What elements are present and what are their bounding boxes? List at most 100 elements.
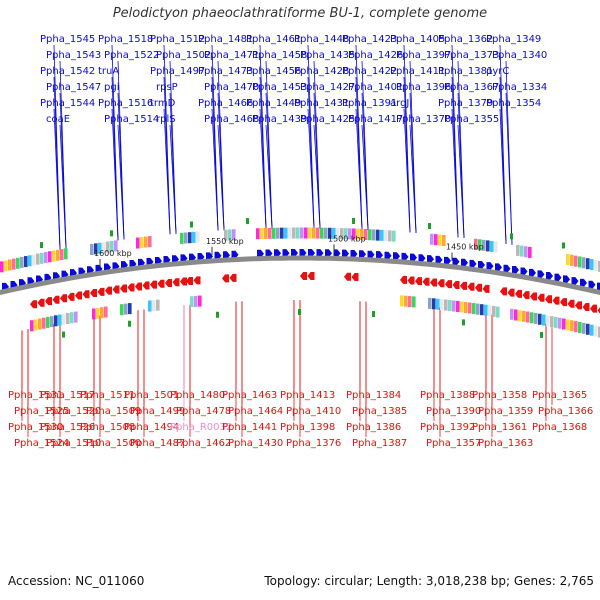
gene-label[interactable]: Ppha_1359 — [478, 406, 533, 417]
gene-label[interactable]: Ppha_1334 — [492, 82, 547, 93]
gene-label[interactable]: Ppha_1361 — [472, 422, 527, 433]
gene-label[interactable]: Ppha_1355 — [444, 114, 499, 125]
gene-label[interactable]: Ppha_1520 — [46, 406, 101, 417]
gene-label[interactable]: Ppha_1509 — [86, 406, 141, 417]
gene-label[interactable]: Ppha_1439 — [252, 114, 307, 125]
reverse-gene-labels[interactable]: Ppha_1531Ppha_1525Ppha_1530Ppha_1524Ppha… — [8, 390, 593, 449]
gene-label[interactable]: Ppha_1396 — [396, 82, 451, 93]
gene-label[interactable]: Ppha_1481 — [198, 34, 253, 45]
gene-label[interactable]: Ppha_1425 — [300, 114, 355, 125]
gene-label[interactable]: Ppha_1494 — [124, 422, 179, 433]
forward-gene-labels[interactable]: Ppha_1545 Ppha_1543 Ppha_1542 Ppha_1547 Ppha… — [40, 34, 547, 125]
gene-label[interactable]: rpsP — [156, 82, 178, 93]
gene-label[interactable]: Ppha_1458 — [252, 50, 307, 61]
gene-label[interactable]: Ppha_1500 — [86, 438, 141, 449]
gene-label[interactable]: Ppha_1468 — [204, 114, 259, 125]
gene-label[interactable]: Ppha_1462 — [176, 438, 231, 449]
gene-label[interactable]: Ppha_1423 — [342, 34, 397, 45]
gene-label[interactable]: Ppha_1411 — [390, 66, 445, 77]
gene-label[interactable]: Ppha_1413 — [280, 390, 335, 401]
gene-label[interactable]: Ppha_1386 — [346, 422, 401, 433]
gene-label[interactable]: Ppha_1487 — [130, 438, 185, 449]
gene-label[interactable]: Ppha_1373 — [444, 50, 499, 61]
gene-label[interactable]: Ppha_1508 — [80, 422, 135, 433]
gene-label[interactable]: Ppha_1426 — [348, 50, 403, 61]
gene-label[interactable]: Ppha_1524 — [14, 438, 69, 449]
gene-label[interactable]: Ppha_1376 — [286, 438, 341, 449]
gene-label[interactable]: Ppha_1526 — [40, 422, 95, 433]
gene-label[interactable]: Ppha_1522 — [104, 50, 159, 61]
gene-label[interactable]: Ppha_1357 — [426, 438, 481, 449]
gene-label[interactable]: Ppha_1362 — [438, 34, 493, 45]
gene-label[interactable]: Ppha_1363 — [478, 438, 533, 449]
gene-label[interactable]: Ppha_1516 — [98, 98, 153, 109]
gene-label[interactable]: Ppha_1463 — [222, 390, 277, 401]
gene-label[interactable]: Ppha_1510 — [46, 438, 101, 449]
gene-label[interactable]: Ppha_1370 — [396, 114, 451, 125]
gene-label[interactable]: Ppha_1517 — [40, 390, 95, 401]
gene-label[interactable]: Ppha_1473 — [198, 66, 253, 77]
gene-label[interactable]: Ppha_1430 — [228, 438, 283, 449]
gene-label[interactable]: Ppha_1518 — [98, 34, 153, 45]
gene-label[interactable]: Ppha_1384 — [346, 390, 401, 401]
gene-label[interactable]: Ppha_1448 — [294, 34, 349, 45]
gene-label[interactable]: Ppha_1427 — [300, 82, 355, 93]
gene-label[interactable]: Ppha_1435 — [300, 50, 355, 61]
gene-label[interactable]: Ppha_1497 — [150, 66, 205, 77]
gene-label[interactable]: Ppha_1453 — [252, 82, 307, 93]
gene-label[interactable]: pgi — [104, 82, 119, 93]
gene-label[interactable]: Ppha_1543 — [46, 50, 101, 61]
gene-label[interactable]: Ppha_1530 — [8, 422, 63, 433]
gene-label[interactable]: Ppha_1461 — [246, 34, 301, 45]
gene-label[interactable]: Ppha_1379 — [438, 98, 493, 109]
gene-label[interactable]: truA — [98, 66, 119, 77]
gene-label[interactable]: Ppha_1349 — [486, 34, 541, 45]
gene-label[interactable]: trmD — [150, 98, 176, 109]
gene-label[interactable]: Ppha_1428 — [294, 66, 349, 77]
gene-label[interactable]: Ppha_1381 — [438, 66, 493, 77]
gene-label[interactable]: Ppha_1366 — [538, 406, 593, 417]
gene-label[interactable]: Ppha_1544 — [40, 98, 95, 109]
gene-label[interactable]: Ppha_1354 — [486, 98, 541, 109]
gene-label[interactable]: Ppha_1471 — [204, 50, 259, 61]
gene-label[interactable]: Ppha_1368 — [532, 422, 587, 433]
gene-label[interactable]: Ppha_1511 — [80, 390, 135, 401]
gene-label[interactable]: Ppha_R0032 — [170, 422, 232, 433]
gene-label[interactable]: Ppha_1385 — [352, 406, 407, 417]
gene-label[interactable]: Ppha_1480 — [170, 390, 225, 401]
gene-label[interactable]: Ppha_1417 — [348, 114, 403, 125]
gene-label[interactable]: Ppha_1387 — [352, 438, 407, 449]
gene-label[interactable]: coaE — [46, 114, 70, 125]
gene-label[interactable]: Ppha_1512 — [150, 34, 205, 45]
gene-label[interactable]: Ppha_1499 — [130, 406, 185, 417]
gene-label[interactable]: Ppha_1466 — [198, 98, 253, 109]
gene-label[interactable]: Ppha_1365 — [532, 390, 587, 401]
gene-label[interactable]: Ppha_1391 — [342, 98, 397, 109]
gene-label[interactable]: Ppha_1478 — [176, 406, 231, 417]
gene-label[interactable]: rplS — [156, 114, 176, 125]
gene-label[interactable]: Ppha_1405 — [390, 34, 445, 45]
gene-label[interactable]: Ppha_1397 — [396, 50, 451, 61]
gene-label[interactable]: Ppha_1422 — [342, 66, 397, 77]
gene-label[interactable]: Ppha_1398 — [280, 422, 335, 433]
gene-label[interactable]: Ppha_1441 — [222, 422, 277, 433]
gene-label[interactable]: Ppha_1358 — [472, 390, 527, 401]
gene-label[interactable]: Ppha_1547 — [46, 82, 101, 93]
gene-label[interactable]: Ppha_1456 — [246, 66, 301, 77]
gene-label[interactable]: Ppha_1340 — [492, 50, 547, 61]
gene-label[interactable]: Ppha_1545 — [40, 34, 95, 45]
gene-label[interactable]: Ppha_1531 — [8, 390, 63, 401]
gene-label[interactable]: Ppha_1464 — [228, 406, 283, 417]
gene-label[interactable]: Ppha_1502 — [156, 50, 211, 61]
gene-label[interactable]: Ppha_1388 — [420, 390, 475, 401]
gene-label[interactable]: Ppha_1449 — [246, 98, 301, 109]
gene-label[interactable]: argJ — [390, 98, 409, 109]
gene-label[interactable]: Ppha_1392 — [420, 422, 475, 433]
gene-label[interactable]: Ppha_1542 — [40, 66, 95, 77]
gene-label[interactable]: Ppha_1514 — [104, 114, 159, 125]
gene-label[interactable]: Ppha_1410 — [286, 406, 341, 417]
gene-label[interactable]: Ppha_1401 — [348, 82, 403, 93]
gene-label[interactable]: Ppha_1501 — [124, 390, 179, 401]
gene-label[interactable]: Ppha_1525 — [14, 406, 69, 417]
gene-label[interactable]: pyrC — [486, 66, 509, 77]
